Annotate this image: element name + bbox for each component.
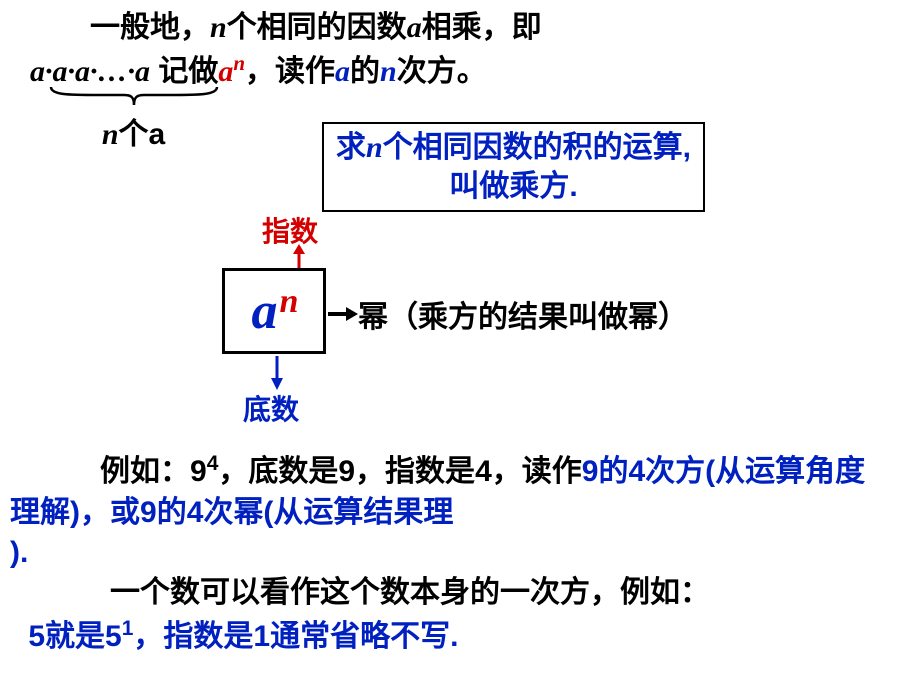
def-n: n bbox=[366, 131, 383, 164]
brace-n: n bbox=[102, 118, 119, 151]
text: 的 bbox=[598, 455, 628, 488]
brace-rest: 个a bbox=[119, 118, 166, 151]
one-exp: 1 bbox=[122, 617, 134, 640]
power-exp: n bbox=[280, 283, 299, 320]
text: 个相同的因数 bbox=[227, 11, 407, 44]
arrow-right-icon bbox=[328, 305, 358, 323]
note-paragraph: 一个数可以看作这个数本身的一次方，例如： 5就是51，指数是1通常省略不写. bbox=[20, 572, 890, 658]
def-post: 个相同因数的积的运算, bbox=[383, 131, 691, 164]
var-n: n bbox=[210, 11, 227, 44]
text: ，底数是 bbox=[218, 455, 338, 488]
power-result-label: 幂（乘方的结果叫做幂） bbox=[358, 292, 688, 336]
definition-box: 求n个相同因数的积的运算, 叫做乘方. bbox=[322, 122, 705, 212]
arrow-up-icon bbox=[290, 244, 308, 270]
a-n-a: a bbox=[218, 55, 233, 88]
def-line2: 叫做乘方. bbox=[449, 170, 577, 203]
a-n-n: n bbox=[233, 51, 245, 75]
power-expr: an bbox=[252, 282, 297, 341]
var-a: a bbox=[407, 11, 422, 44]
power-base: a bbox=[252, 283, 278, 340]
text: 一般地， bbox=[90, 11, 210, 44]
r4: 4 bbox=[187, 496, 204, 529]
text: 例如： bbox=[100, 455, 190, 488]
text: ，读作 bbox=[492, 455, 582, 488]
var-n2: n bbox=[380, 55, 397, 88]
text: 相乘，即 bbox=[422, 11, 542, 44]
text: 记做 bbox=[150, 55, 218, 88]
text: 的 bbox=[157, 496, 187, 529]
text: 一个数可以看作这个数本身的一次方，例如： bbox=[110, 576, 710, 609]
def-pre: 求 bbox=[336, 131, 366, 164]
b9: 9 bbox=[338, 455, 355, 488]
arrow-down-icon bbox=[268, 356, 286, 390]
five-b: 5 bbox=[105, 620, 122, 653]
power-box: an bbox=[222, 268, 326, 354]
rest: ，指数是1通常省略不写. bbox=[133, 620, 458, 653]
r1: 9 bbox=[582, 455, 599, 488]
r3: 9 bbox=[140, 496, 157, 529]
five-a: 5 bbox=[28, 620, 45, 653]
intro-paragraph: 一般地，n个相同的因数a相乘，即 a·a·a·…·a 记做an，读作a的n次方。 bbox=[30, 8, 890, 92]
base-label: 底数 bbox=[243, 388, 299, 428]
r2: 4 bbox=[628, 455, 645, 488]
b4: 4 bbox=[475, 455, 492, 488]
underbrace-group: n个a bbox=[46, 85, 221, 153]
text: 次方。 bbox=[397, 55, 487, 88]
text: ). bbox=[10, 536, 28, 569]
text: 的 bbox=[350, 55, 380, 88]
ex-exp: 4 bbox=[207, 452, 219, 475]
example-paragraph: 例如：94，底数是9，指数是4，读作9的4次方(从运算角度理解)，或9的4次幂(… bbox=[10, 450, 890, 574]
mid: 就是 bbox=[45, 620, 105, 653]
text: ，指数是 bbox=[355, 455, 475, 488]
text: 次幂(从运算结果理 bbox=[203, 496, 453, 529]
underbrace-icon bbox=[49, 85, 219, 107]
text: ，读作 bbox=[245, 55, 335, 88]
product-expr: a·a·a·…·a bbox=[30, 55, 150, 88]
var-a2: a bbox=[335, 55, 350, 88]
power-diagram: 指数 an 幂（乘方的结果叫做幂） 底数 bbox=[200, 210, 900, 420]
brace-label: n个a bbox=[46, 109, 221, 153]
ex-base: 9 bbox=[190, 455, 207, 488]
